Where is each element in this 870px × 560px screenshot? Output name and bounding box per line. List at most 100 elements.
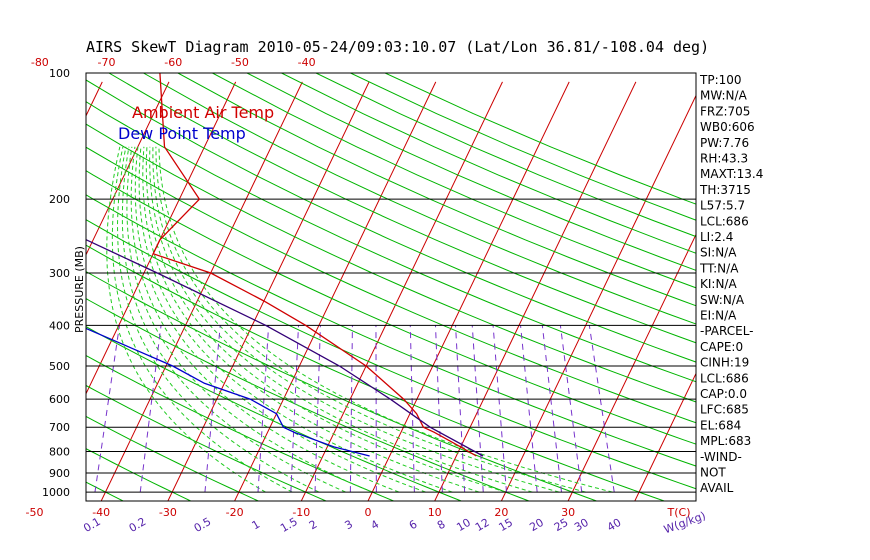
mixing-ratio-tick-label: 0.2 — [127, 515, 149, 535]
moist-adiabat-line — [155, 146, 586, 493]
stat-item: WB0:606 — [700, 120, 755, 134]
top-temp-tick-label: -40 — [298, 56, 316, 69]
mixing-ratio-tick-label: 30 — [572, 516, 591, 534]
top-temp-tick-label: -80 — [31, 56, 49, 69]
dry-adiabat-line — [212, 73, 696, 289]
dewpoint-profile-line — [86, 327, 370, 457]
moist-adiabat-line — [145, 146, 506, 493]
stat-item: LCL:686 — [700, 371, 749, 385]
moist-adiabat-line — [130, 146, 400, 493]
sounding-series — [86, 73, 484, 457]
dry-adiabat-line — [108, 73, 696, 344]
legend-dew: Dew Point Temp — [118, 124, 246, 143]
dry-adiabat-line — [281, 73, 696, 254]
bottom-temp-tick-label: -50 — [26, 506, 44, 519]
y-axis-label: PRESSURE (MB) — [73, 246, 86, 333]
isotherm-line — [367, 81, 570, 501]
bottom-temp-tick-label: 30 — [561, 506, 575, 519]
isotherm-line — [0, 82, 36, 501]
isotherm-line — [100, 81, 303, 501]
mixing-ratio-line — [471, 325, 484, 493]
bottom-temp-tick-label: -10 — [292, 506, 310, 519]
dry-adiabat-line — [86, 481, 124, 501]
mixing-ratio-line — [455, 325, 466, 493]
moist-adiabat-line — [126, 146, 373, 493]
mixing-ratio-line — [492, 325, 507, 493]
stat-item: -WIND- — [700, 450, 742, 464]
mixing-ratio-line — [409, 325, 415, 493]
stat-item: EL:684 — [700, 418, 741, 432]
moist-adiabat-line — [149, 146, 533, 493]
mixing-ratio-tick-label: 1 — [250, 518, 263, 533]
mixing-ratio-line — [349, 325, 353, 493]
stat-item: CAPE:0 — [700, 340, 743, 354]
stat-item: TT:N/A — [699, 261, 739, 275]
stat-item: L57:5.7 — [700, 199, 745, 213]
stat-item: LCL:686 — [700, 214, 749, 228]
legend-temp: Ambient Air Temp — [132, 103, 274, 122]
bottom-temp-tick-label: -20 — [226, 506, 244, 519]
pressure-tick-label: 300 — [49, 267, 70, 280]
dry-adiabat-line — [143, 73, 696, 325]
moist-adiabat-line — [134, 146, 426, 493]
mixing-ratio-tick-label: 0.5 — [192, 515, 214, 535]
pressure-tick-label: 800 — [49, 446, 70, 459]
background-lines — [0, 73, 696, 501]
stat-item: -PARCEL- — [700, 324, 754, 338]
pressure-tick-label: 400 — [49, 319, 70, 332]
mixing-ratio-line — [290, 325, 299, 493]
chart-title: AIRS SkewT Diagram 2010-05-24/09:03:10.0… — [86, 38, 709, 56]
dry-adiabat-line — [86, 170, 696, 445]
mixing-ratio-tick-label: 6 — [407, 518, 420, 533]
stat-item: MW:N/A — [700, 89, 748, 103]
pressure-tick-label: 1000 — [42, 486, 70, 499]
mixing-ratio-tick-label: 40 — [605, 516, 624, 534]
stat-item: NOT — [700, 466, 726, 480]
mixing-ratio-tick-label: 2 — [307, 518, 320, 533]
top-temp-tick-label: -60 — [164, 56, 182, 69]
mixing-ratio-tick-label: 25 — [552, 516, 571, 534]
pressure-tick-label: 200 — [49, 193, 70, 206]
mixing-ratio-line — [204, 325, 221, 493]
plot-frame — [85, 72, 697, 502]
moist-adiabat-line — [142, 146, 480, 493]
stat-item: CAP:0.0 — [700, 387, 747, 401]
stat-item: EI:N/A — [700, 309, 737, 323]
isotherm-line — [86, 81, 103, 117]
moist-adiabat-line — [138, 146, 453, 493]
mixing-ratio-line — [434, 325, 443, 493]
stat-item: AVAIL — [700, 481, 734, 495]
temp-profile-line — [152, 73, 477, 457]
stat-item: TP:100 — [699, 73, 742, 87]
mixing-ratio-line — [520, 325, 538, 493]
stat-item: MAXT:13.4 — [700, 167, 763, 181]
isotherm-line — [567, 233, 696, 501]
isotherm-line — [86, 81, 170, 256]
bottom-temp-tick-label: 20 — [494, 506, 508, 519]
stat-item: MPL:683 — [700, 434, 751, 448]
dry-adiabat-line — [86, 146, 696, 424]
mixing-ratio-tick-label: 12 — [473, 516, 492, 534]
mixing-ratio-line — [139, 325, 162, 493]
stat-item: LI:2.4 — [700, 230, 733, 244]
mixing-ratio-line — [541, 325, 563, 493]
dry-adiabat-line — [246, 73, 696, 271]
stat-item: LFC:685 — [700, 403, 749, 417]
isotherm-line — [634, 372, 696, 501]
mixing-ratio-tick-label: 10 — [454, 516, 473, 534]
bottom-temp-tick-label: -30 — [159, 506, 177, 519]
pressure-tick-label: 600 — [49, 393, 70, 406]
stat-item: CINH:19 — [700, 356, 749, 370]
top-temp-tick-label: -50 — [231, 56, 249, 69]
dry-adiabat-line — [86, 298, 530, 501]
mixing-ratio-tick-label: 15 — [496, 516, 515, 534]
dry-adiabat-line — [86, 101, 696, 383]
dry-adiabat-line — [86, 123, 696, 403]
dry-adiabat-line — [86, 354, 394, 501]
dry-adiabat-line — [86, 194, 696, 467]
stat-item: RH:43.3 — [700, 152, 748, 166]
axis-ticks: 1002003004005006007008009001000-120-110-… — [26, 56, 708, 536]
dry-adiabat-line — [86, 79, 696, 363]
